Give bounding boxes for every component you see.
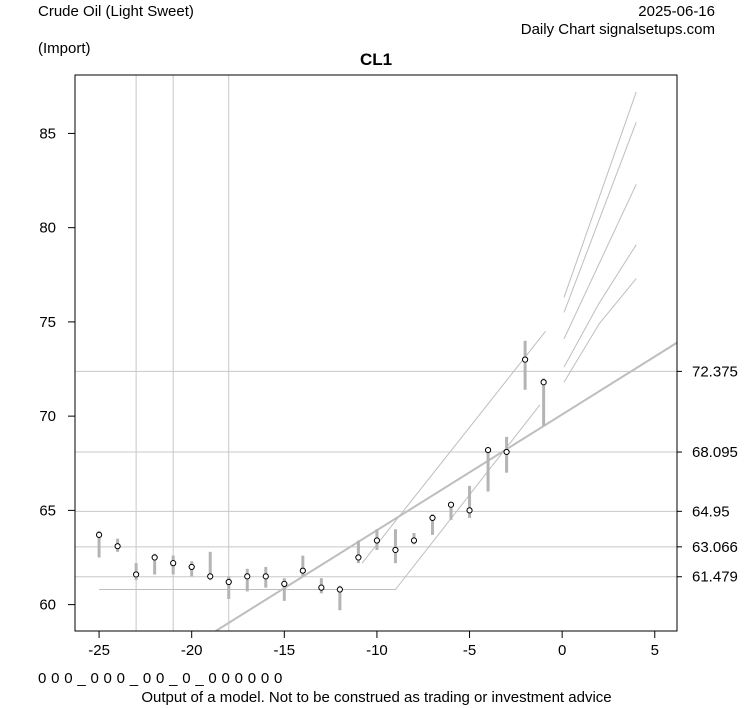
x-tick-label: -5: [463, 642, 476, 659]
chart-date: 2025-06-16: [638, 3, 715, 20]
trend-line-proj-4: [563, 244, 637, 368]
chart-type-site: Daily Chart signalsetups.com: [520, 21, 715, 38]
price-point: [114, 543, 121, 550]
price-point: [188, 563, 195, 571]
price-point: [355, 554, 362, 561]
price-point: [133, 571, 140, 578]
y-tick-label: 85: [39, 125, 56, 142]
price-point: [151, 554, 158, 561]
x-tick-label: -15: [273, 642, 295, 659]
x-tick-label: 0: [558, 642, 566, 659]
disclaimer: Output of a model. Not to be construed a…: [141, 689, 612, 706]
price-point: [170, 560, 177, 567]
instrument-name: Crude Oil (Light Sweet): [38, 3, 194, 20]
x-tick-label: -20: [181, 642, 203, 659]
trend-line-proj-5: [563, 278, 637, 383]
price-point: [244, 573, 251, 580]
price-point: [262, 573, 269, 580]
price-point: [95, 531, 103, 538]
x-tick-label: 5: [651, 642, 659, 659]
level-label: 72.375: [692, 363, 738, 380]
price-point: [373, 537, 381, 544]
trend-line-regression: [215, 341, 677, 631]
price-point: [225, 578, 232, 586]
y-tick-label: 60: [39, 597, 56, 614]
x-tick-label: -25: [88, 642, 110, 659]
chart-title: CL1: [360, 50, 392, 69]
y-tick-label: 75: [39, 314, 56, 331]
trend-line-channel-lower: [99, 404, 541, 591]
x-tick-label: -10: [366, 642, 388, 659]
price-point: [429, 514, 436, 522]
plot-frame: [74, 74, 678, 632]
level-label: 61.479: [692, 569, 738, 586]
price-point: [281, 580, 288, 587]
trend-line-proj-3: [563, 184, 637, 340]
y-tick-label: 65: [39, 502, 56, 519]
y-tick-label: 80: [39, 220, 56, 237]
level-label: 63.066: [692, 539, 738, 556]
price-point: [447, 501, 455, 508]
signal-code-row: 0 0 0 _ 0 0 0 _ 0 0 _ 0 _ 0 0 0 0 0 0: [38, 670, 283, 687]
price-point: [522, 356, 529, 363]
price-point: [484, 446, 492, 454]
price-point: [336, 586, 343, 593]
price-point: [410, 537, 418, 544]
price-point: [207, 573, 214, 580]
price-point: [299, 567, 306, 574]
level-label: 68.095: [692, 444, 738, 461]
level-label: 64.95: [692, 503, 730, 520]
y-tick-label: 70: [39, 408, 56, 425]
trend-line-proj-2: [563, 121, 637, 313]
data-source: (Import): [38, 40, 91, 57]
price-point: [466, 507, 473, 514]
trend-line-channel-upper: [361, 331, 546, 564]
price-point: [540, 379, 547, 386]
price-point: [392, 546, 399, 554]
price-point: [503, 448, 510, 456]
price-point: [318, 584, 325, 591]
trend-line-proj-1: [563, 91, 637, 298]
